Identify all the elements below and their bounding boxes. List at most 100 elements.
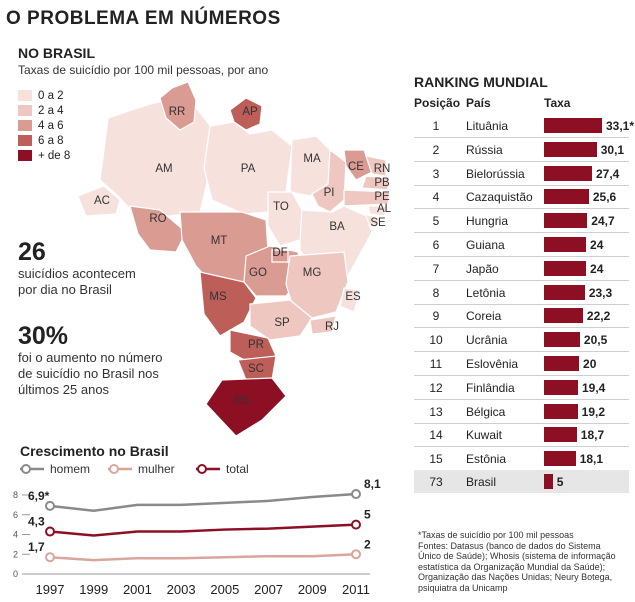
x-tick-label: 2005 — [210, 582, 239, 597]
ranking-bar — [544, 165, 592, 181]
ranking-bar — [544, 356, 580, 371]
brazil-heading: NO BRASIL — [18, 45, 95, 61]
state-ES — [339, 287, 361, 313]
ranking-position: 10 — [429, 333, 443, 348]
series-start-label-total: 4,3 — [28, 515, 45, 529]
state-label-pb: PB — [374, 177, 390, 189]
ranking-bar — [544, 379, 578, 395]
ranking-position: 8 — [432, 285, 440, 300]
fact-increase-number: 30% — [18, 322, 69, 350]
legend-item: 4 a 6 — [18, 118, 70, 133]
state-label-rn: RN — [374, 163, 391, 175]
state-label-sc: SC — [248, 363, 264, 375]
state-AL — [367, 205, 389, 217]
ranking-position: 4 — [432, 190, 440, 205]
state-RO — [129, 205, 187, 253]
state-DF — [271, 249, 289, 263]
legend-label-mulher: mulher — [138, 462, 175, 476]
ranking-country: Ucrânia — [466, 333, 508, 348]
series-marker-mulher — [351, 549, 361, 560]
ranking-position: 5 — [432, 214, 440, 229]
state-label-pa: PA — [241, 163, 256, 175]
ranking-row: 2 Rússia 30,1 — [414, 138, 629, 162]
ranking-row: 9 Coreia 22,2 — [414, 304, 629, 329]
ranking-bar — [544, 237, 587, 252]
page-title: O PROBLEMA EM NÚMEROS — [6, 8, 281, 29]
ranking-row: 15 Estônia 18,1 — [414, 447, 629, 472]
state-label-sp: SP — [274, 317, 290, 329]
ranking-position: 14 — [429, 428, 443, 443]
ranking-value: 5 — [556, 475, 564, 489]
legend-swatch — [18, 135, 32, 146]
ranking-value: 20,5 — [583, 333, 608, 348]
ranking-position: 7 — [432, 261, 440, 276]
footnotes: *Taxas de suicídio por 100 mil pessoas Fo… — [418, 530, 616, 593]
ranking-row: 14 Kuwait 18,7 — [414, 423, 629, 448]
ranking-position: 2 — [432, 142, 440, 157]
ranking-position: 6 — [432, 238, 440, 252]
state-MS — [199, 271, 257, 337]
series-marker-homem — [45, 500, 55, 511]
legend-item: 2 a 4 — [18, 103, 70, 118]
state-label-df: DF — [272, 247, 287, 259]
ranking-position: 11 — [429, 357, 443, 371]
state-label-pi: PI — [324, 187, 335, 199]
ranking-row: 73 Brasil 5 — [414, 470, 629, 493]
series-marker-total — [351, 519, 361, 530]
ranking-position: 73 — [429, 475, 443, 489]
state-CE — [343, 149, 373, 181]
x-tick-label: 2001 — [123, 582, 152, 597]
ranking-value: 23,3 — [588, 285, 613, 300]
ranking-row: 5 Hungria 24,7 — [414, 209, 629, 234]
ranking-bar — [544, 189, 589, 205]
legend-swatch — [18, 120, 32, 131]
state-MG — [285, 251, 349, 319]
ranking-row: 6 Guiana 24 — [414, 233, 629, 257]
ranking-bar — [544, 308, 583, 324]
footnote-line: Único de Saúde); Whosis (sistema de info… — [418, 551, 616, 561]
brazil-subtitle: Taxas de suicídio por 100 mil pessoas, p… — [18, 63, 269, 77]
state-label-al: AL — [377, 203, 392, 215]
series-start-label-mulher: 1,7 — [28, 540, 45, 554]
series-end-label-total: 5 — [364, 508, 371, 522]
y-tick-label: 8 — [13, 490, 18, 500]
ranking-position: 12 — [429, 380, 443, 395]
x-tick-label: 2007 — [254, 582, 283, 597]
legend-marker-total — [197, 464, 207, 474]
state-label-mg: MG — [303, 267, 322, 279]
footnote-line: psiquiatra da Unicamp — [418, 582, 508, 593]
ranking-position: 1 — [432, 119, 440, 133]
state-RN — [365, 155, 387, 177]
state-label-ce: CE — [348, 161, 364, 173]
ranking-row: 4 Cazaquistão 25,6 — [414, 185, 629, 210]
state-PI — [311, 148, 347, 213]
growth-chart-title: Crescimento no Brasil — [20, 443, 169, 459]
growth-chart: Crescimento no Brasil homem mulher total 0 2 4… — [13, 443, 381, 597]
ranking-bar — [544, 118, 602, 133]
ranking-country: Cazaquistão — [466, 190, 533, 205]
legend-label-total: total — [226, 462, 249, 476]
legend-marker-mulher — [109, 464, 119, 474]
state-label-ap: AP — [242, 106, 258, 118]
series-line-mulher — [49, 553, 357, 562]
ranking-position: 3 — [432, 166, 440, 181]
legend-item: 0 a 2 — [18, 88, 70, 103]
ranking-value: 18,1 — [579, 452, 604, 467]
ranking-country: Eslovênia — [466, 357, 519, 371]
ranking-position: 9 — [432, 309, 440, 324]
ranking-bar — [544, 260, 587, 276]
series-marker-mulher — [45, 552, 55, 563]
series-end-label-mulher: 2 — [364, 537, 371, 551]
series-line-total — [49, 523, 357, 537]
state-AC — [77, 185, 121, 217]
ranking-position: 15 — [429, 452, 443, 467]
series-end-label-homem: 8,1 — [364, 477, 381, 491]
legend-swatch — [18, 150, 32, 161]
state-label-es: ES — [345, 291, 361, 303]
legend-marker-homem — [21, 464, 31, 474]
ranking-value: 30,1 — [600, 142, 625, 157]
state-label-am: AM — [155, 163, 172, 175]
map-legend: 0 a 2 2 a 4 4 a 6 6 a 8 + de 8 — [18, 88, 70, 163]
ranking-header-position: Posição — [414, 96, 461, 110]
ranking-row: 1 Lituânia 33,1* — [414, 114, 634, 138]
